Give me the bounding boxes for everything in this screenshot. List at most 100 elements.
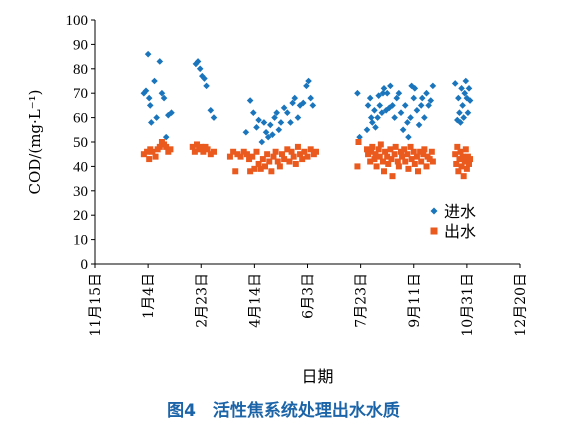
point-outflow: [372, 151, 379, 158]
point-inflow: [466, 97, 474, 104]
point-outflow: [453, 160, 460, 167]
point-outflow: [286, 158, 293, 165]
point-inflow: [246, 97, 254, 104]
point-outflow: [276, 163, 283, 170]
point-inflow: [458, 85, 465, 92]
point-inflow: [397, 109, 405, 117]
point-inflow: [366, 94, 374, 102]
point-inflow: [404, 119, 411, 126]
point-outflow: [463, 165, 470, 172]
y-tick-label: 20: [73, 208, 88, 224]
point-outflow: [454, 143, 461, 150]
point-outflow: [288, 148, 295, 155]
point-inflow: [264, 133, 272, 141]
point-inflow: [376, 102, 384, 109]
point-inflow: [374, 114, 381, 121]
point-outflow: [247, 168, 254, 175]
point-outflow: [466, 160, 472, 167]
point-outflow: [294, 143, 301, 150]
point-outflow: [281, 156, 288, 163]
point-inflow: [410, 94, 418, 102]
point-inflow: [162, 133, 170, 141]
point-inflow: [372, 124, 379, 131]
point-inflow: [405, 133, 412, 141]
legend-label-outflow: 出水: [444, 222, 476, 241]
point-outflow: [284, 146, 291, 153]
point-inflow: [418, 94, 426, 102]
point-inflow: [262, 128, 270, 136]
point-inflow: [277, 119, 285, 126]
point-inflow: [144, 50, 152, 58]
point-inflow: [415, 121, 423, 129]
point-inflow: [242, 128, 250, 136]
point-inflow: [156, 58, 164, 65]
x-tick-label: 2月23日: [194, 273, 210, 328]
point-inflow: [258, 138, 266, 146]
point-outflow: [189, 143, 196, 150]
point-outflow: [140, 151, 147, 158]
point-outflow: [461, 158, 468, 165]
point-outflow: [382, 148, 389, 155]
y-tick-label: 50: [73, 135, 88, 151]
point-inflow: [291, 94, 299, 102]
point-outflow: [421, 146, 428, 153]
point-outflow: [251, 165, 258, 172]
point-outflow: [467, 156, 474, 163]
point-outflow: [301, 148, 308, 155]
point-inflow: [146, 102, 154, 109]
point-inflow: [267, 121, 274, 129]
y-axis-label: COD/(mg·L⁻¹): [26, 89, 44, 194]
point-outflow: [355, 139, 362, 145]
point-inflow: [380, 85, 388, 92]
point-outflow: [376, 153, 383, 160]
point-outflow: [418, 158, 425, 165]
point-outflow: [149, 148, 156, 155]
point-inflow: [464, 109, 472, 117]
point-inflow: [427, 97, 435, 104]
point-inflow: [194, 58, 202, 65]
point-outflow: [367, 158, 374, 165]
point-inflow: [303, 82, 310, 90]
point-inflow: [455, 94, 462, 102]
x-tick-label: 7月23日: [354, 273, 370, 328]
point-inflow: [462, 77, 470, 85]
point-inflow: [413, 106, 421, 114]
point-outflow: [423, 163, 430, 170]
point-outflow: [243, 151, 250, 158]
point-outflow: [364, 146, 370, 153]
point-inflow: [269, 131, 276, 138]
y-tick-label: 60: [73, 111, 88, 127]
point-outflow: [401, 146, 408, 153]
point-outflow: [420, 151, 427, 158]
y-tick-label: 10: [73, 233, 88, 249]
point-outflow: [200, 148, 207, 155]
point-inflow: [307, 94, 314, 102]
point-inflow: [369, 119, 376, 126]
point-outflow: [402, 158, 409, 165]
point-outflow: [230, 148, 237, 155]
point-outflow: [246, 156, 253, 163]
point-outflow: [249, 153, 256, 160]
point-inflow: [461, 89, 469, 97]
y-tick-label: 40: [73, 159, 88, 175]
point-outflow: [264, 151, 271, 158]
point-inflow: [145, 94, 153, 102]
point-outflow: [268, 168, 275, 175]
x-tick-label: 12月20日: [513, 273, 529, 337]
point-inflow: [389, 102, 396, 109]
point-outflow: [204, 146, 211, 153]
y-tick-label: 0: [81, 257, 89, 273]
point-inflow: [273, 109, 280, 117]
point-outflow: [408, 156, 415, 163]
point-outflow: [279, 151, 285, 158]
point-inflow: [196, 65, 204, 73]
point-inflow: [309, 102, 317, 109]
point-outflow: [399, 153, 406, 160]
point-outflow: [387, 146, 394, 153]
point-outflow: [307, 146, 314, 153]
point-outflow: [452, 151, 459, 158]
point-inflow: [250, 109, 257, 117]
point-inflow: [294, 114, 302, 121]
point-inflow: [260, 119, 268, 126]
point-outflow: [456, 156, 463, 163]
